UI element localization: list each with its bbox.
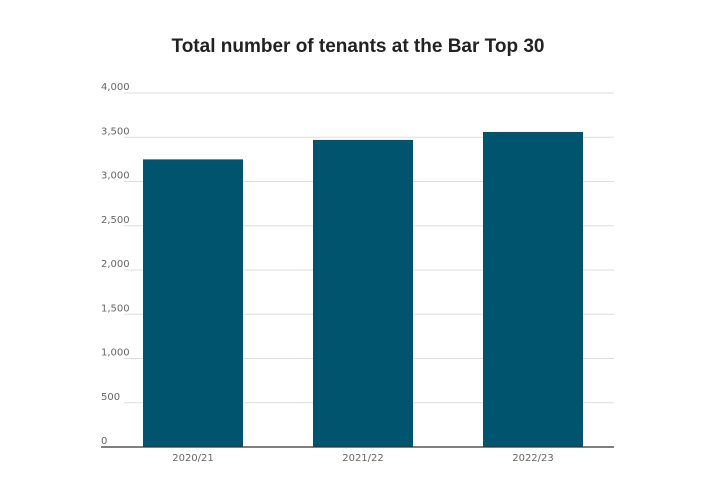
bar-2022-23 [483, 131, 583, 447]
x-tick-label: 2021/22 [342, 453, 384, 464]
x-axis-labels: 2020/21 2021/22 2022/23 [172, 453, 554, 464]
y-tick-label: 0 [101, 436, 107, 447]
y-tick-label: 1,000 [101, 348, 130, 359]
y-tick-label: 2,500 [101, 215, 130, 226]
x-tick-label: 2020/21 [172, 453, 214, 464]
chart-title: Total number of tenants at the Bar Top 3… [171, 36, 545, 57]
bars [143, 131, 583, 447]
x-tick-label: 2022/23 [512, 453, 554, 464]
y-axis-labels: 0 500 1,000 1,500 2,000 2,500 3,000 3,500 4,000 [101, 82, 130, 447]
y-tick-label: 3,000 [101, 171, 130, 182]
y-tick-label: 2,000 [101, 259, 130, 270]
y-tick-label: 500 [101, 392, 120, 403]
y-tick-label: 1,500 [101, 303, 130, 314]
bar-2020-21 [143, 159, 243, 447]
y-tick-label: 3,500 [101, 126, 130, 137]
bar-2021-22 [313, 139, 413, 447]
y-tick-label: 4,000 [101, 82, 130, 93]
